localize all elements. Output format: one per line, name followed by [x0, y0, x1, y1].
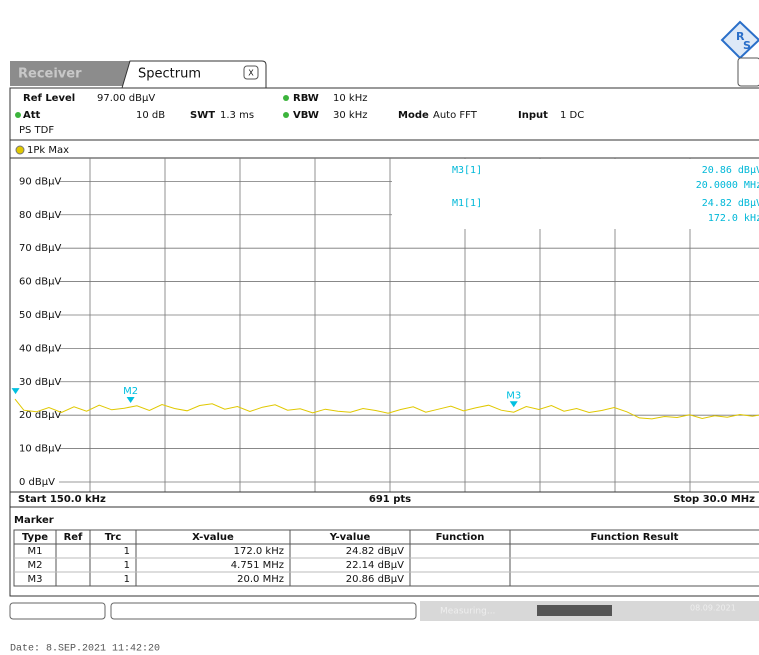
tab-inactive[interactable]	[10, 61, 130, 86]
settings: Ref Level 97.00 dBµV Att 10 dB SWT 1.3 m…	[15, 93, 584, 136]
trace	[14, 398, 759, 420]
readout-name: M3[1]	[452, 165, 482, 176]
readout-panel	[392, 159, 759, 229]
y-tick-label: 70 dBµV	[19, 243, 61, 254]
label-bg	[15, 275, 59, 288]
side-button[interactable]	[737, 57, 759, 87]
label-bg	[15, 475, 59, 488]
table-cell: 1	[124, 560, 130, 571]
table-cell: M3	[28, 574, 43, 585]
table-cell: 1	[124, 546, 130, 557]
marker-label: M3	[506, 390, 521, 401]
label-bg	[15, 375, 59, 388]
table-header: Y-value	[329, 532, 371, 543]
table-header: X-value	[192, 532, 234, 543]
marker-table: Type Ref Trc X-value Y-value Function Function…	[13, 529, 759, 587]
progress-bar	[537, 605, 612, 616]
readout-x: 20.0000 MHz	[696, 180, 759, 191]
table-header: Ref	[64, 532, 83, 543]
status-dot	[283, 112, 289, 118]
marker	[126, 397, 135, 404]
table-header: Function Result	[591, 532, 679, 543]
plot: 0 dBµV 10 dBµV 20 dBµV 30 dBµV 40 dBµV 50 dBµ…	[11, 158, 759, 492]
status-dot	[283, 95, 289, 101]
setting-label: Mode	[398, 110, 429, 121]
setting-value: 97.00 dBµV	[97, 93, 155, 104]
table-cell: 172.0 kHz	[234, 546, 284, 557]
label-bg	[15, 308, 59, 321]
setting-label: VBW	[293, 110, 319, 121]
table-header: Trc	[105, 532, 122, 543]
y-tick-label: 0 dBµV	[19, 477, 55, 488]
tab-label[interactable]: Spectrum	[138, 67, 201, 82]
setting-label: Input	[518, 110, 548, 121]
footer-date: Date: 8.SEP.2021 11:42:20	[10, 644, 160, 655]
svg-text:S: S	[743, 39, 751, 52]
table-cell: M1	[28, 546, 43, 557]
setting-value: 1 DC	[560, 110, 584, 121]
setting-extra: PS TDF	[19, 125, 54, 136]
table-cell: 24.82 dBµV	[346, 546, 404, 557]
status-box	[9, 602, 106, 620]
y-tick-label: 20 dBµV	[19, 410, 61, 421]
readout-y: 24.82 dBµV	[702, 198, 759, 209]
table-header: Type	[22, 532, 48, 543]
setting-label: SWT	[190, 110, 215, 121]
label-bg	[15, 342, 59, 355]
setting-value: 1.3 ms	[220, 110, 254, 121]
status-state: Measuring...	[440, 607, 495, 617]
table-cell: 20.86 dBµV	[346, 574, 404, 585]
label-bg	[15, 442, 59, 455]
close-button[interactable]	[243, 65, 259, 80]
setting-value: 30 kHz	[333, 110, 367, 121]
close-label[interactable]: X	[248, 69, 254, 78]
y-tick-label: 80 dBµV	[19, 210, 61, 221]
y-tick-label: 90 dBµV	[19, 176, 61, 187]
trace-dot	[15, 145, 25, 155]
status-date: 08.09.2021	[690, 604, 736, 613]
svg-text:R: R	[736, 30, 745, 43]
setting-label: Ref Level	[23, 93, 75, 104]
setting-label: Att	[23, 110, 41, 121]
rs-logo: R S	[720, 20, 759, 60]
setting-value: Auto FFT	[433, 110, 478, 121]
setting-value: 10 kHz	[333, 93, 367, 104]
y-tick-label: 50 dBµV	[19, 310, 61, 321]
y-tick-label: 60 dBµV	[19, 277, 61, 288]
y-tick-label: 30 dBµV	[19, 377, 61, 388]
marker-label: M2	[123, 386, 138, 397]
marker	[11, 388, 20, 395]
table-cell: 22.14 dBµV	[346, 560, 404, 571]
label-bg	[15, 242, 59, 255]
table-cell: 4.751 MHz	[231, 560, 284, 571]
status-dot	[15, 112, 21, 118]
readout-y: 20.86 dBµV	[702, 165, 759, 176]
table-cell: 20.0 MHz	[237, 574, 284, 585]
tab-label[interactable]: Receiver	[18, 67, 82, 82]
trace-label: 1Pk Max	[27, 145, 69, 156]
readout-x: 172.0 kHz	[708, 213, 759, 224]
marker	[509, 401, 518, 408]
y-tick-label: 40 dBµV	[19, 343, 61, 354]
status-box	[110, 602, 417, 620]
tab-active[interactable]	[121, 60, 267, 89]
table-title: Marker	[14, 515, 54, 526]
table-cell: M2	[28, 560, 43, 571]
readout-name: M1[1]	[452, 198, 482, 209]
label-bg	[15, 208, 59, 221]
setting-label: RBW	[293, 93, 319, 104]
stop-label: Stop 30.0 MHz	[673, 494, 755, 505]
y-tick-label: 10 dBµV	[19, 444, 61, 455]
label-bg	[15, 175, 59, 188]
table-cell: 1	[124, 574, 130, 585]
points-label: 691 pts	[369, 494, 411, 505]
start-label: Start 150.0 kHz	[18, 494, 106, 505]
table-header: Function	[436, 532, 485, 543]
setting-value: 10 dB	[136, 110, 165, 121]
label-bg	[15, 409, 59, 422]
